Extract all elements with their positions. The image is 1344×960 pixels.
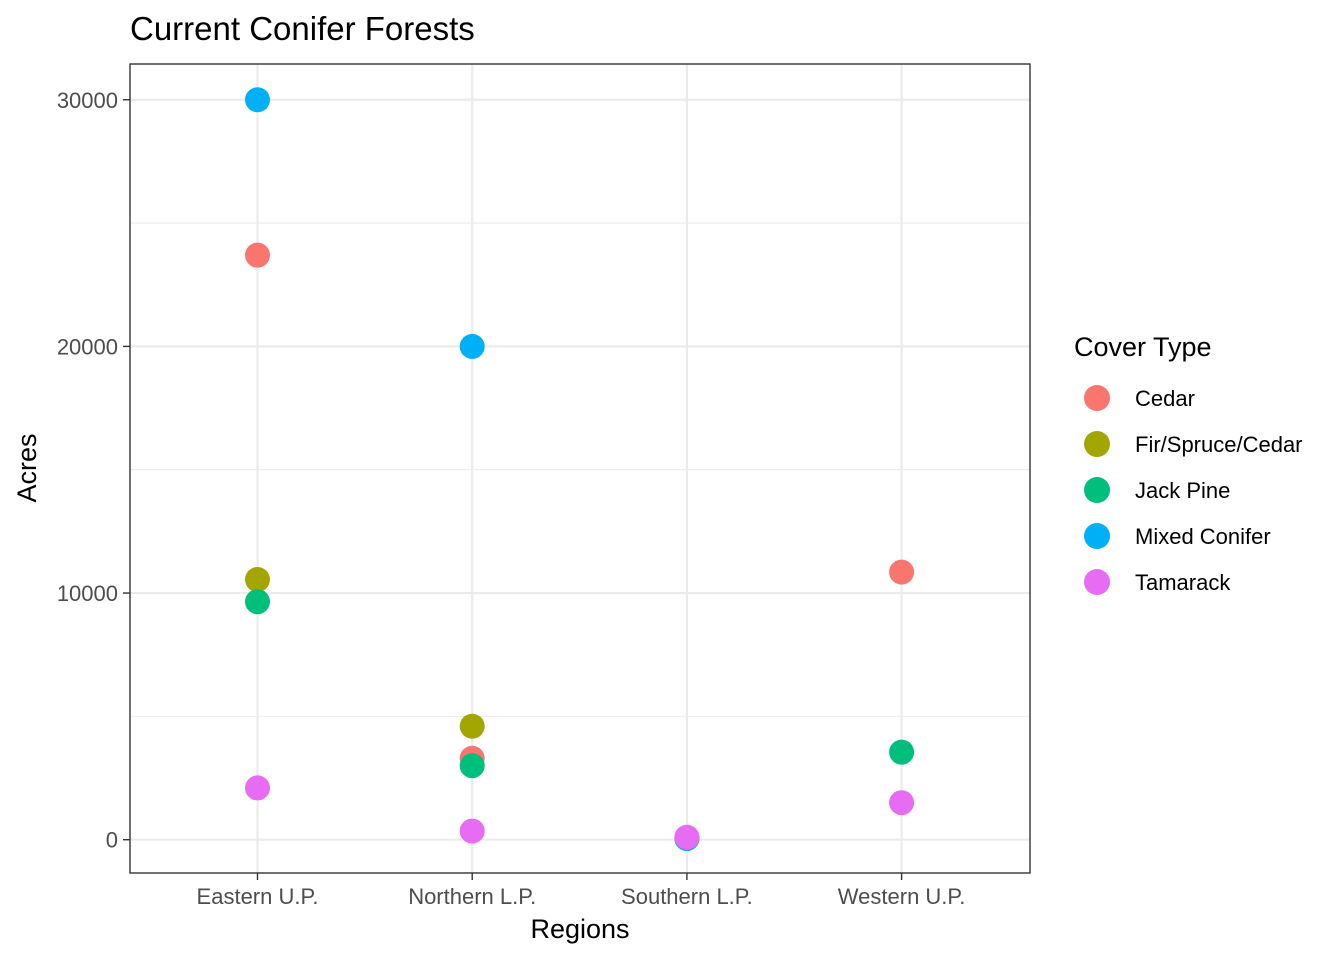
legend-key-tamarack xyxy=(1084,569,1110,595)
data-point-tamarack xyxy=(674,824,700,850)
y-tick-label: 0 xyxy=(106,828,118,853)
legend-title: Cover Type xyxy=(1074,332,1212,362)
data-point-cedar xyxy=(245,242,270,268)
plot-panel-background xyxy=(130,64,1030,873)
data-point-tamarack xyxy=(889,790,915,816)
x-tick-label: Western U.P. xyxy=(838,884,966,909)
legend-key-fir-spruce-cedar xyxy=(1084,431,1110,457)
plot-panel xyxy=(130,64,1030,873)
data-point-fir-spruce-cedar xyxy=(245,566,270,592)
plot-panel-border xyxy=(129,63,1031,874)
x-tick-label: Southern L.P. xyxy=(621,884,753,909)
y-tick-label: 30000 xyxy=(57,88,118,113)
data-point-jack-pine xyxy=(459,753,485,779)
legend-label: Jack Pine xyxy=(1135,478,1230,503)
data-point-jack-pine xyxy=(245,589,270,615)
legend-key-jack-pine xyxy=(1084,477,1110,503)
legend-label: Fir/Spruce/Cedar xyxy=(1135,432,1303,457)
x-tick-label: Northern L.P. xyxy=(408,884,536,909)
x-axis-title: Regions xyxy=(530,914,629,944)
y-axis: 0 10000 20000 30000 xyxy=(57,88,130,853)
legend-label: Mixed Conifer xyxy=(1135,524,1271,549)
y-tick-label: 20000 xyxy=(57,334,118,359)
data-point-tamarack xyxy=(245,775,270,801)
data-point-tamarack xyxy=(459,818,485,844)
x-tick-label: Eastern U.P. xyxy=(197,884,319,909)
legend: Cover Type Cedar Fir/Spruce/Cedar Jack Pin… xyxy=(1074,332,1303,595)
y-axis-title: Acres xyxy=(12,433,42,502)
chart-title: Current Conifer Forests xyxy=(130,10,475,47)
legend-label: Tamarack xyxy=(1135,570,1231,595)
data-points xyxy=(245,87,915,851)
legend-key-cedar xyxy=(1084,385,1110,411)
x-axis: Eastern U.P. Northern L.P. Southern L.P. We… xyxy=(197,873,966,909)
data-point-cedar xyxy=(889,559,915,585)
data-point-mixed-conifer xyxy=(245,87,270,113)
legend-key-mixed-conifer xyxy=(1084,523,1110,549)
data-point-jack-pine xyxy=(889,739,915,765)
y-tick-label: 10000 xyxy=(57,581,118,606)
gridlines xyxy=(130,64,1030,873)
data-point-fir-spruce-cedar xyxy=(459,713,485,739)
legend-label: Cedar xyxy=(1135,386,1195,411)
data-point-mixed-conifer xyxy=(459,333,485,359)
